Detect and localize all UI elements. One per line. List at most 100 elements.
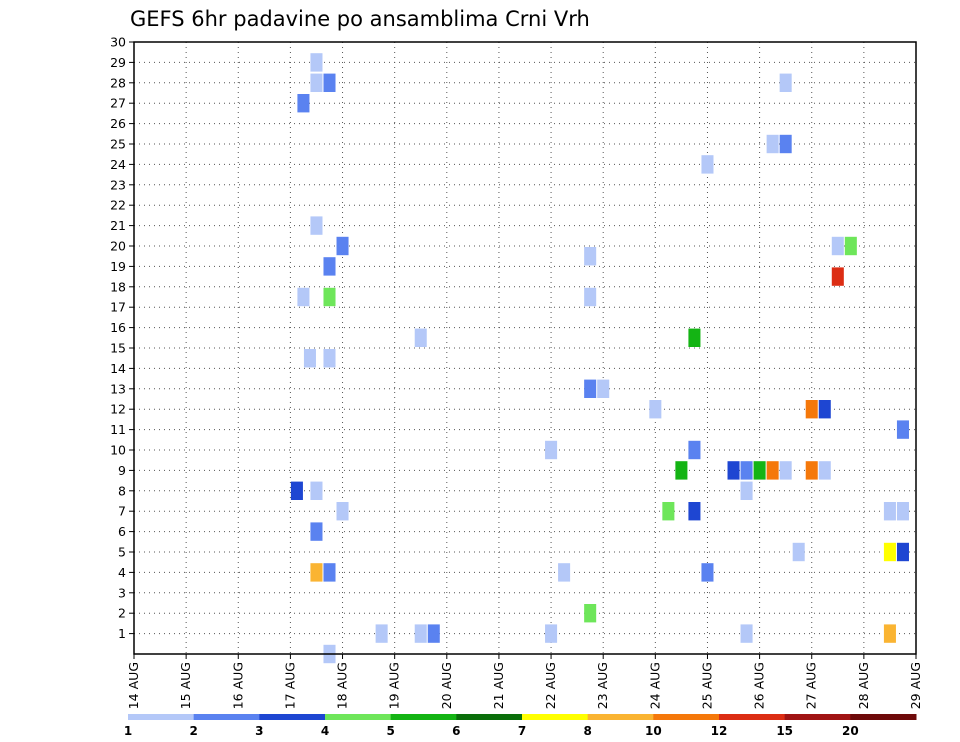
precip-cell bbox=[753, 461, 766, 480]
precip-cell bbox=[310, 563, 323, 582]
legend-label: 20 bbox=[842, 724, 859, 738]
precip-cell bbox=[701, 563, 714, 582]
y-tick-label: 3 bbox=[118, 585, 126, 600]
y-tick-label: 25 bbox=[110, 137, 126, 152]
legend-label: 2 bbox=[189, 724, 197, 738]
precip-cell bbox=[303, 349, 316, 368]
precip-cell bbox=[310, 73, 323, 92]
precip-cell bbox=[779, 134, 792, 154]
y-tick-label: 23 bbox=[110, 177, 126, 192]
precip-cell bbox=[336, 502, 349, 521]
y-tick-label: 19 bbox=[110, 259, 126, 274]
precip-cell bbox=[323, 257, 336, 276]
legend-swatch bbox=[719, 714, 786, 720]
y-axis-ticks: 1234567891011121314151617181920212223242… bbox=[110, 35, 134, 641]
y-tick-label: 16 bbox=[110, 320, 126, 335]
precip-cell bbox=[323, 349, 336, 368]
plot-grid bbox=[134, 42, 916, 654]
precip-cell bbox=[323, 73, 336, 92]
precip-cell bbox=[649, 400, 662, 419]
precip-cell bbox=[883, 542, 896, 562]
legend-label: 6 bbox=[452, 724, 460, 738]
precip-cell bbox=[297, 94, 310, 113]
precip-cell bbox=[688, 328, 701, 347]
precip-cell bbox=[740, 481, 753, 500]
x-axis-ticks: 14 AUG 15 AUG 16 AUG 17 AUG 18 AUG 19 AUG 20 A… bbox=[126, 654, 923, 709]
precip-cell bbox=[805, 461, 818, 480]
precip-cell bbox=[290, 481, 303, 500]
y-tick-label: 27 bbox=[110, 96, 126, 111]
y-tick-label: 26 bbox=[110, 116, 126, 131]
x-tick-label: 19 AUG bbox=[387, 662, 402, 709]
precip-cell bbox=[896, 502, 909, 521]
legend-swatch bbox=[390, 714, 457, 720]
legend-label: 1 bbox=[124, 724, 132, 738]
precip-cell bbox=[740, 624, 753, 643]
precip-cell bbox=[597, 379, 610, 398]
x-tick-label: 28 AUG bbox=[856, 662, 871, 709]
y-tick-label: 5 bbox=[118, 545, 126, 560]
legend-swatch bbox=[456, 714, 523, 720]
chart-title: GEFS 6hr padavine po ansamblima Crni Vrh bbox=[130, 7, 590, 31]
precip-cell bbox=[336, 236, 349, 256]
precip-cell bbox=[883, 502, 896, 521]
precip-cell bbox=[584, 604, 597, 623]
x-tick-label: 17 AUG bbox=[282, 662, 297, 709]
precip-cell bbox=[896, 542, 909, 562]
precip-cell bbox=[818, 461, 831, 480]
precip-cell bbox=[545, 624, 558, 643]
y-tick-label: 20 bbox=[110, 239, 126, 254]
y-tick-label: 24 bbox=[110, 157, 126, 172]
x-tick-label: 15 AUG bbox=[178, 662, 193, 709]
legend-label: 3 bbox=[255, 724, 263, 738]
legend-swatch bbox=[259, 714, 326, 720]
precip-cell bbox=[779, 461, 792, 480]
y-tick-label: 13 bbox=[110, 381, 126, 396]
y-tick-label: 10 bbox=[110, 443, 126, 458]
legend-swatch bbox=[193, 714, 260, 720]
precip-cell bbox=[883, 624, 896, 643]
precipitation-cells bbox=[290, 53, 909, 664]
precip-cell bbox=[310, 216, 323, 235]
precip-cell bbox=[662, 502, 675, 521]
precip-cell bbox=[844, 236, 857, 256]
legend-label: 7 bbox=[518, 724, 526, 738]
y-tick-label: 22 bbox=[110, 198, 126, 213]
precip-cell bbox=[792, 542, 805, 562]
precip-cell bbox=[310, 53, 323, 72]
legend-swatch bbox=[850, 714, 917, 720]
y-tick-label: 14 bbox=[110, 361, 126, 376]
x-tick-label: 24 AUG bbox=[647, 662, 662, 709]
precip-cell bbox=[766, 134, 779, 154]
legend-label: 15 bbox=[776, 724, 793, 738]
x-tick-label: 25 AUG bbox=[699, 662, 714, 709]
precip-cell bbox=[727, 461, 740, 480]
legend-swatch bbox=[522, 714, 589, 720]
precip-cell bbox=[427, 624, 440, 643]
y-tick-label: 7 bbox=[118, 504, 126, 519]
precip-cell bbox=[740, 461, 753, 480]
y-tick-label: 29 bbox=[110, 55, 126, 70]
legend-swatch bbox=[653, 714, 720, 720]
legend-label: 5 bbox=[386, 724, 394, 738]
y-tick-label: 28 bbox=[110, 75, 126, 90]
precip-cell bbox=[584, 379, 597, 398]
x-tick-label: 21 AUG bbox=[491, 662, 506, 709]
precip-cell bbox=[310, 481, 323, 500]
legend-swatch bbox=[784, 714, 851, 720]
precip-cell bbox=[545, 440, 558, 460]
x-tick-label: 26 AUG bbox=[752, 662, 767, 709]
precip-cell bbox=[805, 400, 818, 419]
y-tick-label: 21 bbox=[110, 218, 126, 233]
precip-cell bbox=[818, 400, 831, 419]
x-tick-label: 18 AUG bbox=[335, 662, 350, 709]
precip-cell bbox=[766, 461, 779, 480]
precip-cell bbox=[779, 73, 792, 92]
x-tick-label: 22 AUG bbox=[543, 662, 558, 709]
y-tick-label: 15 bbox=[110, 341, 126, 356]
legend-label: 12 bbox=[711, 724, 728, 738]
precip-cell bbox=[375, 624, 388, 643]
legend-swatch bbox=[128, 714, 195, 720]
precip-cell bbox=[688, 440, 701, 460]
